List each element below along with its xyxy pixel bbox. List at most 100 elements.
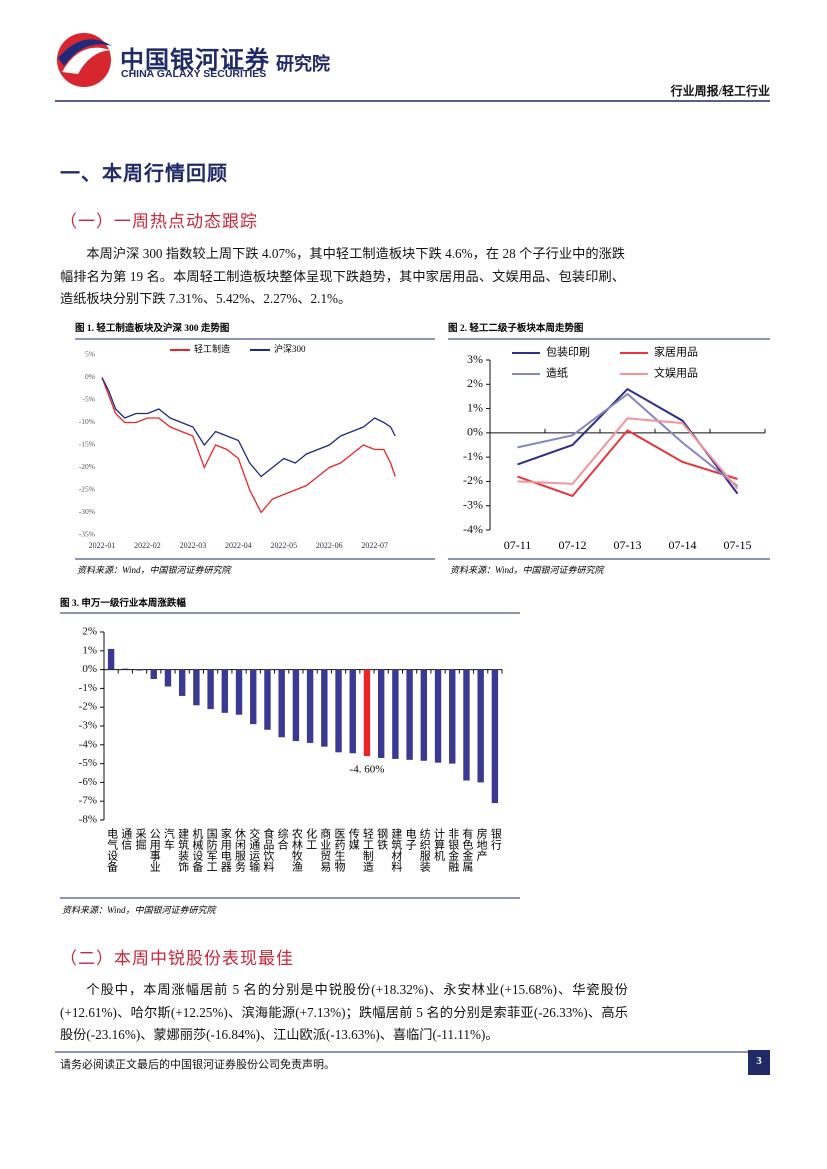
x-tick-label: 食品饮料 xyxy=(262,827,275,873)
series-line xyxy=(101,377,396,514)
subsection-title: （一）一周热点动态跟踪 xyxy=(60,212,258,231)
bar xyxy=(463,669,470,781)
y-tick-label: -15% xyxy=(79,440,95,449)
x-tick-label: 钢铁 xyxy=(376,828,389,850)
y-tick-label: -35% xyxy=(79,530,95,539)
bar xyxy=(178,669,186,696)
series-line xyxy=(517,429,738,498)
legend-label: 造纸 xyxy=(546,366,568,380)
paragraph: 个股中，本周涨幅居前 5 名的分别是中锐股份(+18.32%)、永安林业(+15… xyxy=(60,982,628,1042)
y-tick-label: 1% xyxy=(467,400,483,414)
x-tick-label: 纺织服装 xyxy=(418,827,431,873)
x-tick-label: 休闲服务 xyxy=(234,828,247,872)
y-tick-label: 0% xyxy=(82,663,97,675)
y-tick-label: -3% xyxy=(463,497,483,511)
y-tick-label: -2% xyxy=(79,701,97,713)
y-tick-label: -10% xyxy=(79,417,95,426)
company-name: 中国银河证券 xyxy=(120,46,270,74)
y-tick-label: -8% xyxy=(79,814,97,826)
bar xyxy=(292,669,300,742)
y-tick-label: 0% xyxy=(467,425,483,439)
bar xyxy=(434,669,442,763)
legend-label: 沪深300 xyxy=(274,343,306,354)
x-tick-label: 农林牧渔 xyxy=(290,827,303,873)
y-tick-label: 5% xyxy=(85,350,95,359)
logo xyxy=(57,33,112,87)
bar xyxy=(264,669,271,730)
x-tick-label: 医药生物 xyxy=(333,828,346,872)
x-tick-label: 07-15 xyxy=(724,538,752,552)
bar xyxy=(136,669,143,671)
paragraph: 本周沪深 300 指数较上周下跌 4.07%，其中轻工制造板块下跌 4.6%，在… xyxy=(60,246,625,306)
x-tick-label: 2022-02 xyxy=(134,541,161,550)
x-tick-label: 化工 xyxy=(305,827,318,850)
bar xyxy=(321,669,328,747)
x-tick-label: 机械设备 xyxy=(191,827,204,873)
x-tick-label: 2022-03 xyxy=(180,541,207,550)
y-tick-label: -30% xyxy=(79,507,95,516)
page-number-box xyxy=(748,1050,770,1075)
bar xyxy=(278,669,285,738)
x-tick-label: 建筑材料 xyxy=(390,827,403,873)
legend-label: 文娱用品 xyxy=(654,366,698,380)
figure-title: 图 1. 轻工制造板块及沪深 300 走势图 xyxy=(75,322,229,334)
y-tick-label: 0% xyxy=(85,372,95,381)
y-tick-label: 1% xyxy=(82,644,97,656)
bar xyxy=(392,669,399,759)
y-tick-label: -5% xyxy=(79,757,97,769)
x-tick-label: 传媒 xyxy=(347,828,360,851)
x-tick-label: 国防军工 xyxy=(205,828,218,872)
report-type: 行业周报/轻工行业 xyxy=(670,84,770,98)
bar xyxy=(221,669,229,713)
y-tick-label: -7% xyxy=(79,795,97,807)
x-tick-label: 2022-01 xyxy=(89,541,116,550)
series-line xyxy=(517,387,739,495)
bar xyxy=(449,669,456,764)
figure-source: 资料来源：Wind，中国银河证券研究院 xyxy=(77,565,233,575)
bar xyxy=(107,648,115,670)
y-tick-label: -2% xyxy=(463,473,483,487)
disclaimer: 请务必阅读正文最后的中国银河证券股份公司免责声明。 xyxy=(60,1059,335,1071)
y-tick-label: -1% xyxy=(79,682,97,694)
bar xyxy=(193,669,200,706)
figure-source: 资料来源：Wind，中国银河证券研究院 xyxy=(450,565,606,575)
y-tick-label: 3% xyxy=(467,352,483,366)
figure-title: 图 3. 申万一级行业本周涨跌幅 xyxy=(60,597,186,609)
y-tick-label: -4% xyxy=(463,522,483,536)
bar xyxy=(363,669,371,757)
bar xyxy=(150,669,157,679)
series-line xyxy=(101,377,396,478)
bar xyxy=(377,669,385,758)
y-tick-label: 2% xyxy=(82,626,97,638)
series-line xyxy=(517,392,739,488)
y-tick-label: 2% xyxy=(467,376,483,390)
x-tick-label: 有色金属 xyxy=(461,827,474,873)
company-name-en: CHINA GALAXY SECURITIES xyxy=(121,68,267,80)
figure-source: 资料来源：Wind，中国银河证券研究院 xyxy=(62,905,218,915)
x-tick-label: 银行 xyxy=(489,827,502,851)
x-tick-label: 家用电器 xyxy=(219,827,232,873)
x-tick-label: 07-12 xyxy=(559,538,587,552)
bar xyxy=(235,669,243,715)
data-label: -4. 60% xyxy=(350,764,385,776)
bar xyxy=(349,669,356,754)
x-tick-label: 商业贸易 xyxy=(319,827,332,873)
x-tick-label: 综合 xyxy=(276,827,289,850)
x-tick-label: 2022-05 xyxy=(270,541,297,550)
section-title: 一、本周行情回顾 xyxy=(60,163,228,185)
bar xyxy=(335,669,342,753)
bar xyxy=(477,669,484,783)
x-tick-label: 计算机 xyxy=(433,828,446,861)
y-tick-label: -6% xyxy=(79,776,97,788)
bar xyxy=(306,669,314,743)
series-line xyxy=(517,417,739,490)
x-tick-label: 交通运输 xyxy=(248,827,261,873)
bar xyxy=(406,669,413,760)
subsection-title: （二）本周中锐股份表现最佳 xyxy=(60,949,294,968)
y-tick-label: -1% xyxy=(463,449,483,463)
x-tick-label: 电子 xyxy=(404,828,417,850)
bar xyxy=(491,669,499,804)
x-tick-label: 汽车 xyxy=(162,827,175,851)
bar xyxy=(420,669,428,761)
